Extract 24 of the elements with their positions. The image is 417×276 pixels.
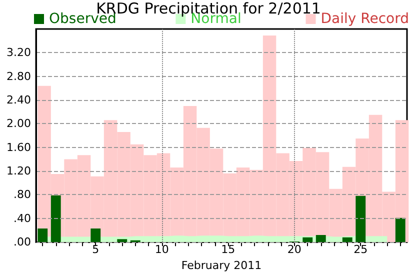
bar: [342, 237, 352, 242]
y-tick-label: .00: [14, 236, 31, 249]
x-tick-label: 20: [287, 243, 302, 256]
bar: [90, 228, 101, 242]
x-tick-label: 10: [154, 243, 169, 256]
x-tick-label: 25: [354, 243, 368, 256]
y-tick-label: 2.80: [6, 70, 31, 83]
y-tick-label: 1.60: [6, 140, 31, 154]
bar: [316, 234, 326, 242]
y-tick-label: 2.00: [6, 117, 31, 130]
bar: [302, 237, 313, 242]
bar: [38, 228, 48, 242]
y-tick-label: 2.40: [6, 94, 31, 107]
x-axis-title: February 2011: [181, 259, 262, 272]
bar: [395, 218, 406, 242]
bar: [117, 239, 128, 242]
bar: [50, 195, 61, 242]
y-tick-label: .80: [14, 188, 31, 202]
y-tick-label: .40: [14, 212, 31, 225]
bar: [356, 196, 366, 242]
x-tick-label: 15: [221, 243, 236, 256]
y-tick-label: 1.20: [6, 164, 31, 178]
legend-label: Daily Record: [320, 11, 410, 27]
y-tick-label: 3.20: [6, 46, 31, 60]
